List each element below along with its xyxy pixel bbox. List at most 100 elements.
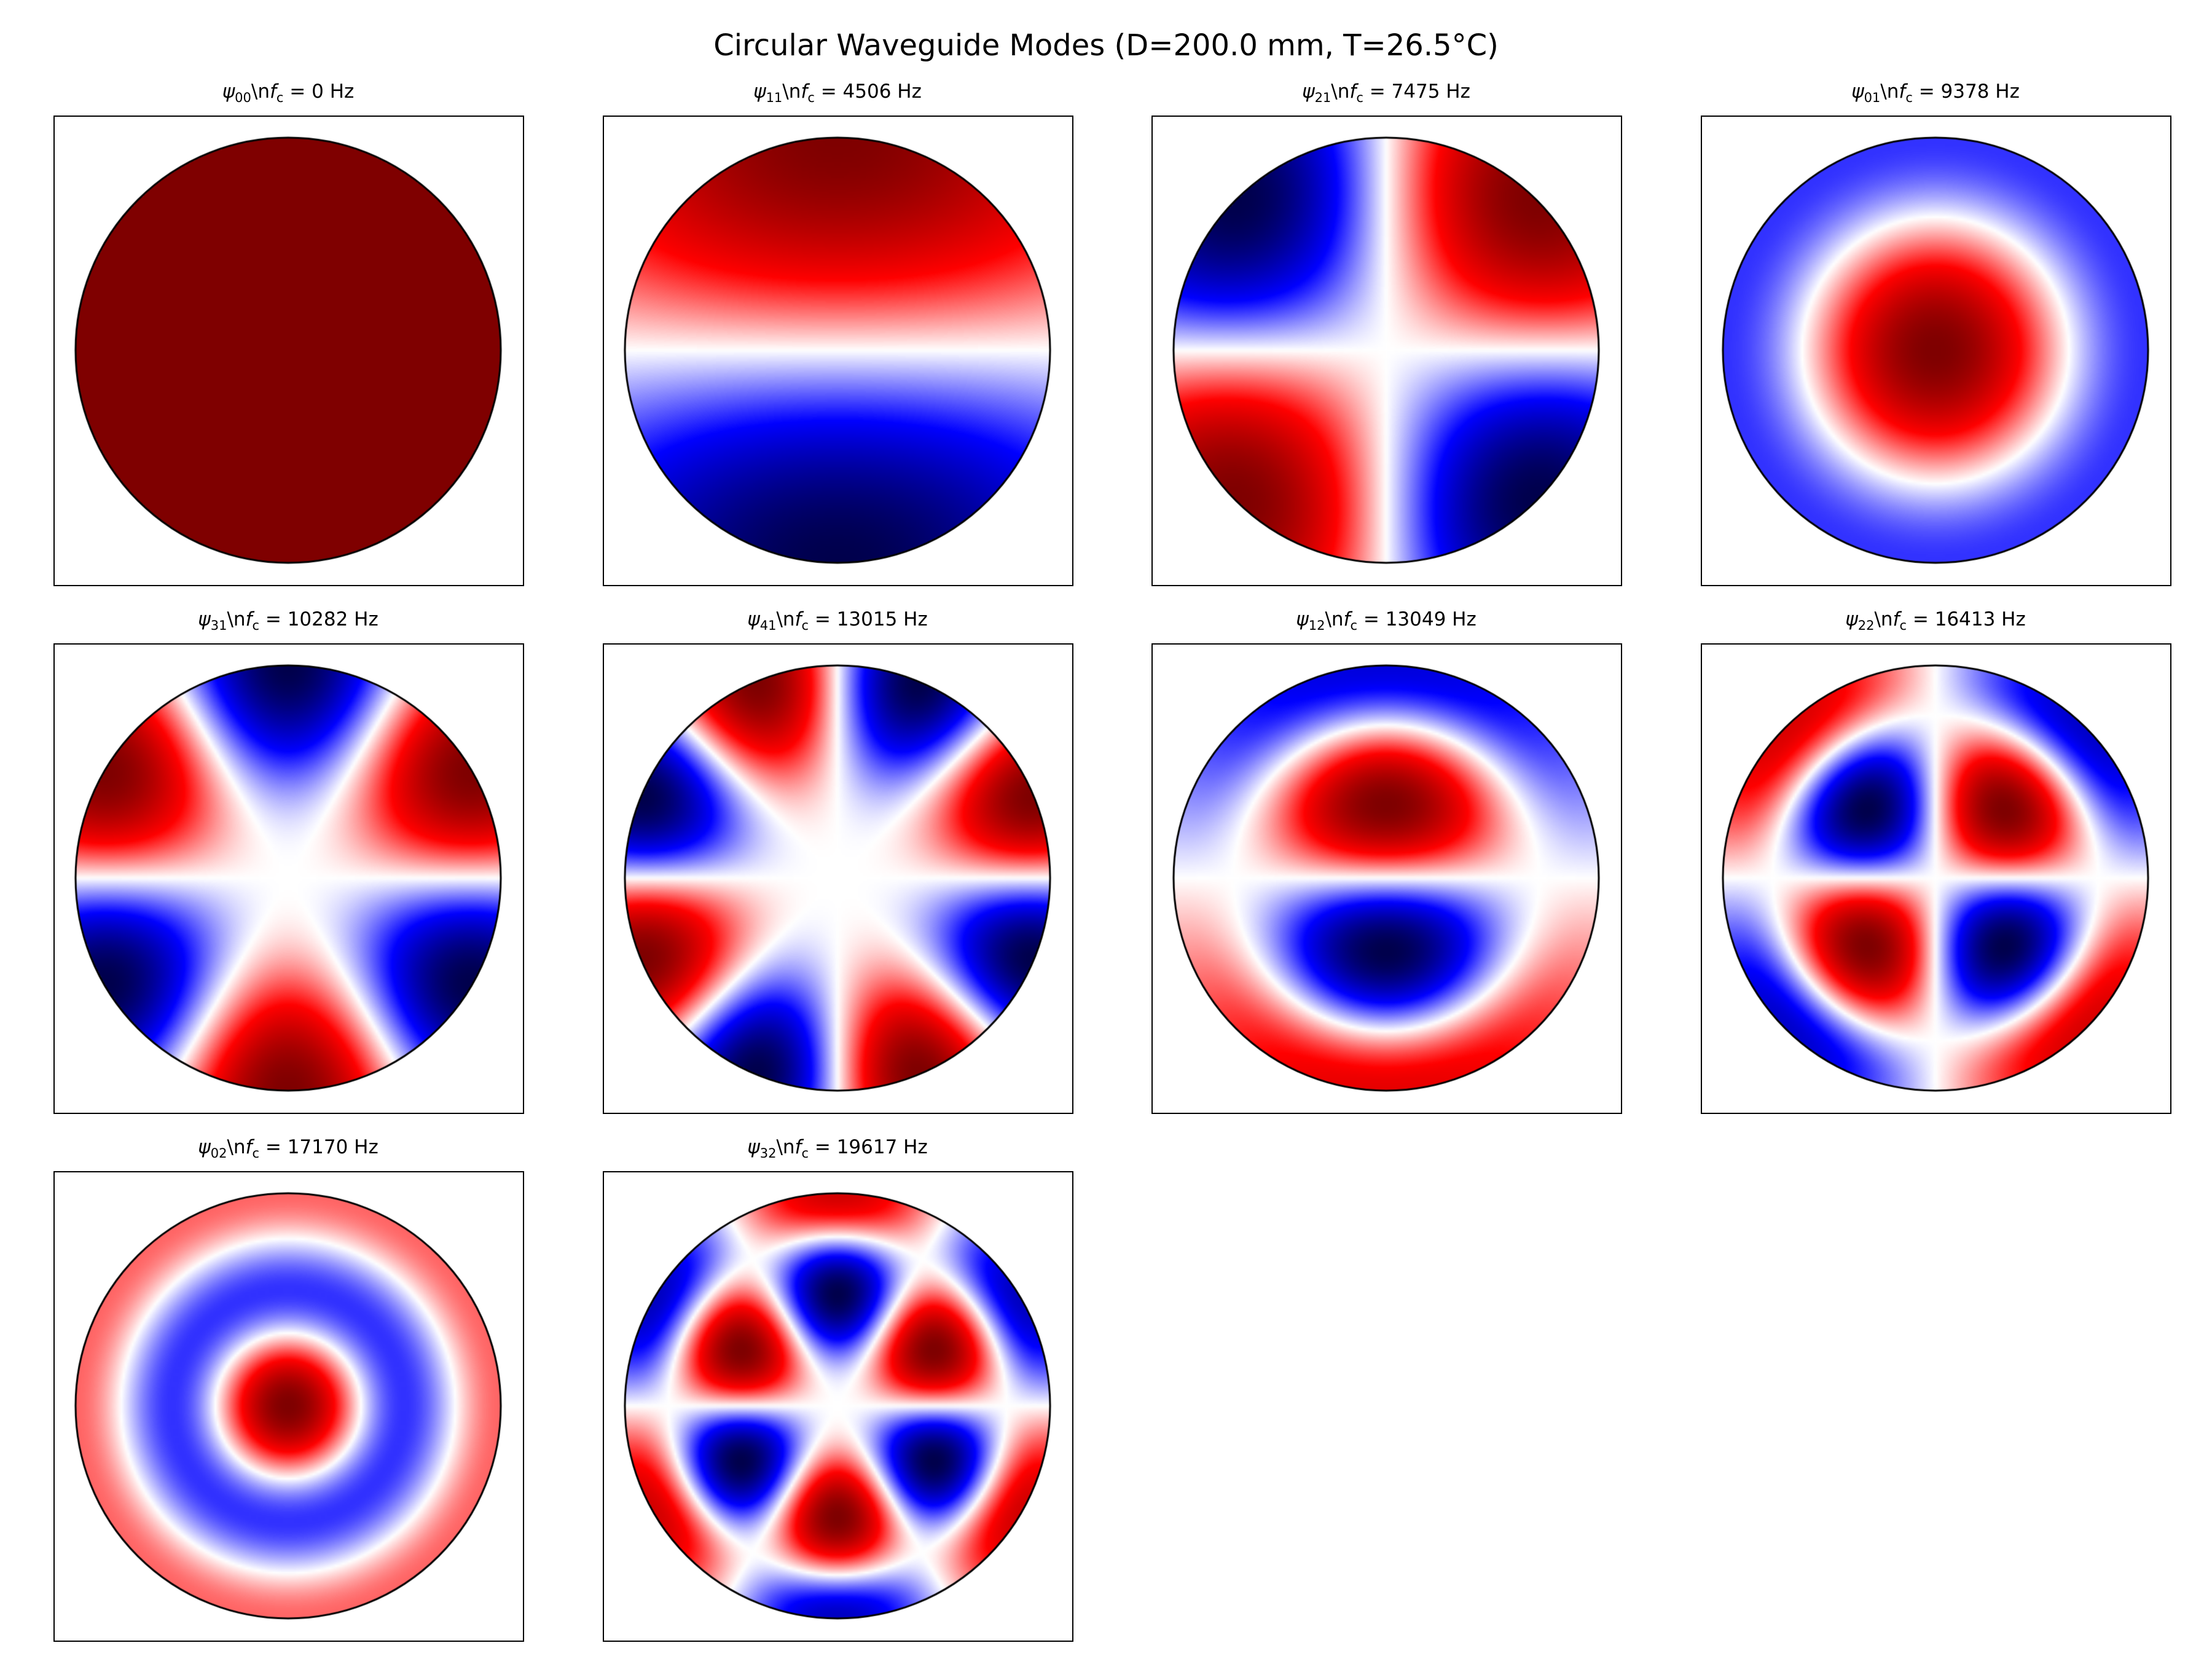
title-separator: \n <box>1325 608 1344 630</box>
cutoff-symbol: f <box>1343 608 1351 630</box>
cutoff-frequency: 16413 Hz <box>1934 608 2026 630</box>
equals-sign: = <box>1363 80 1392 103</box>
cutoff-symbol: f <box>794 1136 802 1158</box>
cutoff-symbol: f <box>1349 80 1357 103</box>
subplot-title: ψ22\nfc = 16413 Hz <box>1652 608 2212 637</box>
mode-subplot-32: ψ32\nfc = 19617 Hz <box>603 1136 1073 1642</box>
mode-subplot-00: ψ00\nfc = 0 Hz <box>53 80 524 586</box>
mode-subplot-12: ψ12\nfc = 13049 Hz <box>1151 608 1622 1114</box>
cutoff-frequency: 7475 Hz <box>1391 80 1470 103</box>
subplot-title: ψ21\nfc = 7475 Hz <box>1102 80 1670 109</box>
mode-subplot-31: ψ31\nfc = 10282 Hz <box>53 608 524 1114</box>
mode-subplot-21: ψ21\nfc = 7475 Hz <box>1151 80 1622 586</box>
mode-index: 12 <box>1308 618 1325 633</box>
mode-subplot-41: ψ41\nfc = 13015 Hz <box>603 608 1073 1114</box>
title-separator: \n <box>776 608 795 630</box>
mode-field-heatmap <box>55 117 522 584</box>
mode-index: 11 <box>766 90 783 105</box>
title-separator: \n <box>227 1136 246 1158</box>
equals-sign: = <box>809 1136 837 1158</box>
mode-index: 01 <box>1864 90 1881 105</box>
mode-symbol: ψ <box>1851 80 1864 103</box>
mode-symbol: ψ <box>747 1136 760 1158</box>
mode-index: 00 <box>235 90 251 105</box>
equals-sign: = <box>259 1136 288 1158</box>
subplot-title: ψ02\nfc = 17170 Hz <box>4 1135 572 1165</box>
title-separator: \n <box>776 1136 795 1158</box>
mode-index: 22 <box>1857 618 1875 633</box>
cutoff-subscript: c <box>1356 90 1363 105</box>
equals-sign: = <box>814 80 843 103</box>
mode-subplot-01: ψ01\nfc = 9378 Hz <box>1701 80 2171 586</box>
cutoff-frequency: 17170 Hz <box>287 1136 378 1158</box>
subplot-title: ψ32\nfc = 19617 Hz <box>554 1135 1121 1165</box>
subplot-title: ψ11\nfc = 4506 Hz <box>554 80 1121 109</box>
mode-symbol: ψ <box>753 80 766 103</box>
subplot-title: ψ01\nfc = 9378 Hz <box>1652 80 2212 109</box>
cutoff-subscript: c <box>807 90 815 105</box>
cutoff-subscript: c <box>252 1146 259 1161</box>
mode-subplot-02: ψ02\nfc = 17170 Hz <box>53 1136 524 1642</box>
mode-field-heatmap <box>1702 117 2169 584</box>
subplot-title: ψ41\nfc = 13015 Hz <box>554 608 1121 637</box>
mode-field-heatmap <box>1702 645 2169 1112</box>
cutoff-subscript: c <box>801 1146 809 1161</box>
title-separator: \n <box>251 80 270 103</box>
equals-sign: = <box>1357 608 1386 630</box>
mode-symbol: ψ <box>198 1136 211 1158</box>
mode-index: 21 <box>1314 90 1332 105</box>
mode-subplot-11: ψ11\nfc = 4506 Hz <box>603 80 1073 586</box>
mode-symbol: ψ <box>222 80 235 103</box>
mode-field-heatmap <box>604 645 1071 1112</box>
cutoff-symbol: f <box>245 608 253 630</box>
equals-sign: = <box>1907 608 1935 630</box>
cutoff-frequency: 19617 Hz <box>836 1136 928 1158</box>
cutoff-subscript: c <box>252 618 259 633</box>
cutoff-frequency: 13049 Hz <box>1385 608 1477 630</box>
title-separator: \n <box>1331 80 1350 103</box>
cutoff-symbol: f <box>1892 608 1900 630</box>
cutoff-frequency: 0 Hz <box>312 80 355 103</box>
mode-index: 32 <box>759 1146 777 1161</box>
mode-index: 41 <box>759 618 777 633</box>
mode-symbol: ψ <box>1845 608 1858 630</box>
subplot-title: ψ12\nfc = 13049 Hz <box>1102 608 1670 637</box>
cutoff-symbol: f <box>245 1136 253 1158</box>
equals-sign: = <box>259 608 288 630</box>
title-separator: \n <box>782 80 801 103</box>
equals-sign: = <box>1912 80 1941 103</box>
cutoff-symbol: f <box>269 80 276 103</box>
mode-field-heatmap <box>55 645 522 1112</box>
mode-field-heatmap <box>604 117 1071 584</box>
mode-symbol: ψ <box>747 608 760 630</box>
cutoff-frequency: 13015 Hz <box>836 608 928 630</box>
mode-field-heatmap <box>1153 117 1620 584</box>
cutoff-frequency: 9378 Hz <box>1940 80 2020 103</box>
subplot-title: ψ31\nfc = 10282 Hz <box>4 608 572 637</box>
mode-index: 02 <box>210 1146 227 1161</box>
mode-symbol: ψ <box>1302 80 1315 103</box>
title-separator: \n <box>1874 608 1893 630</box>
cutoff-subscript: c <box>1905 90 1913 105</box>
mode-field-heatmap <box>55 1172 522 1639</box>
mode-symbol: ψ <box>1296 608 1309 630</box>
equals-sign: = <box>809 608 837 630</box>
subplot-title: ψ00\nfc = 0 Hz <box>4 80 572 109</box>
mode-field-heatmap <box>604 1172 1071 1639</box>
mode-index: 31 <box>210 618 227 633</box>
mode-field-heatmap <box>1153 645 1620 1112</box>
title-separator: \n <box>1880 80 1899 103</box>
mode-subplot-22: ψ22\nfc = 16413 Hz <box>1701 608 2171 1114</box>
equals-sign: = <box>283 80 312 103</box>
cutoff-subscript: c <box>801 618 809 633</box>
figure-title: Circular Waveguide Modes (D=200.0 mm, T=… <box>713 28 1499 63</box>
title-separator: \n <box>227 608 246 630</box>
cutoff-frequency: 4506 Hz <box>842 80 922 103</box>
cutoff-subscript: c <box>276 90 284 105</box>
cutoff-symbol: f <box>801 80 808 103</box>
cutoff-subscript: c <box>1899 618 1907 633</box>
mode-symbol: ψ <box>198 608 211 630</box>
cutoff-subscript: c <box>1350 618 1357 633</box>
cutoff-frequency: 10282 Hz <box>287 608 378 630</box>
cutoff-symbol: f <box>1899 80 1906 103</box>
